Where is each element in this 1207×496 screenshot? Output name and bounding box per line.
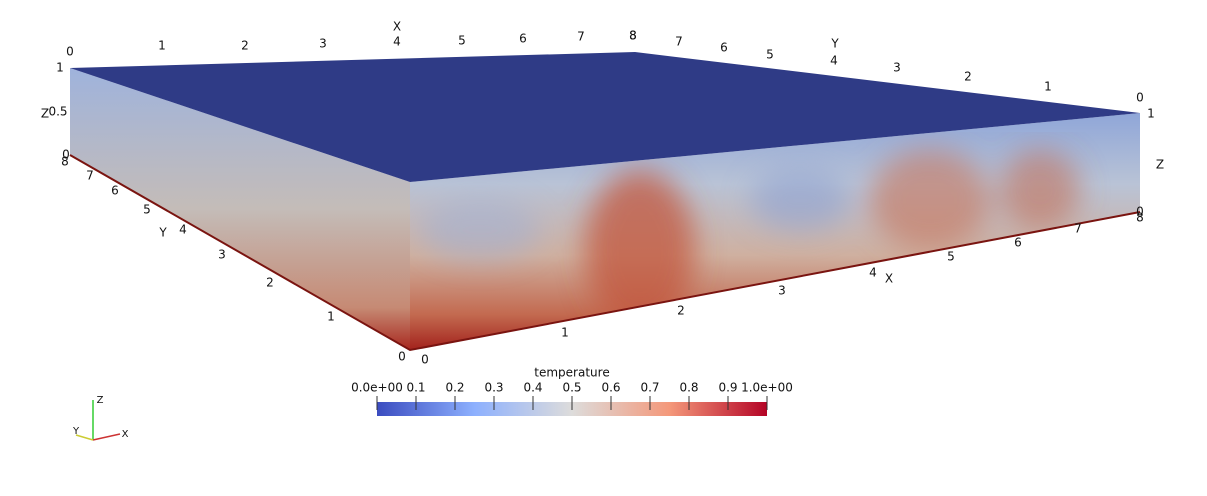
axis-label: 1 [561, 326, 569, 340]
axis-label: 4 [830, 54, 838, 68]
axis-label: 7 [577, 30, 585, 44]
left-face [70, 68, 410, 350]
colorbar-tick-label: 0.3 [484, 381, 503, 395]
axis-label: 0 [1136, 205, 1144, 219]
axis-label: 0 [62, 148, 70, 162]
axis-label: 8 [1136, 211, 1144, 225]
orientation-label: Y [72, 426, 80, 437]
axis-label: 3 [778, 284, 786, 298]
colorbar-tick-label: 0.9 [718, 381, 737, 395]
axis-label: 6 [720, 41, 728, 55]
axis-label: 6 [1014, 236, 1022, 250]
axis-label: 6 [519, 32, 527, 46]
axis-label: 2 [241, 39, 249, 53]
plumes [420, 150, 1080, 330]
axis-label: 0 [398, 350, 406, 364]
axis-label: 8 [629, 29, 637, 43]
axis-label: 1 [1044, 80, 1052, 94]
axis-label: 5 [947, 250, 955, 264]
colorbar-title: temperature [534, 366, 609, 380]
axis-title: Z [1156, 158, 1164, 172]
colorbar-tick-label: 0.2 [445, 381, 464, 395]
axis-label: 7 [675, 35, 683, 49]
axis-title: X [393, 20, 401, 34]
axis-label: 4 [179, 223, 187, 237]
axis-label: 3 [218, 248, 226, 262]
orientation-label: X [122, 429, 129, 440]
axis-label: 8 [61, 155, 69, 169]
axis-label: 0 [66, 45, 74, 59]
colorbar-tick-label: 0.0e+00 [351, 381, 403, 395]
axis-label: 1 [1147, 107, 1155, 121]
colorbar-tick-label: 0.5 [562, 381, 581, 395]
axis-label: 6 [111, 184, 119, 198]
axis-label: 4 [869, 266, 877, 280]
colorbar-tick-label: 0.4 [523, 381, 542, 395]
axis-title: Z [41, 107, 49, 121]
colorbar-tick-label: 0.7 [640, 381, 659, 395]
axis-label: 3 [893, 61, 901, 75]
axis-label: 2 [677, 304, 685, 318]
colorbar-tick-label: 0.8 [679, 381, 698, 395]
axis-label: 0 [1136, 91, 1144, 105]
top-face [70, 52, 1140, 182]
axis-title: Y [830, 37, 839, 51]
axis-label: 5 [766, 48, 774, 62]
colorbar-tick-label: 1.0e+00 [741, 381, 793, 395]
axis-label: 3 [319, 37, 327, 51]
axis-title: Y [158, 226, 167, 240]
axis-label: 1 [327, 310, 335, 324]
colorbar-tick-label: 0.1 [406, 381, 425, 395]
orientation-axes [75, 400, 121, 441]
axis-label: 4 [393, 35, 401, 49]
axis-label: 7 [86, 169, 94, 183]
axis-label: 2 [964, 70, 972, 84]
axis-label: 0 [421, 353, 429, 367]
axis-label: 2 [266, 276, 274, 290]
axis-title: X [885, 272, 893, 286]
axis-label: 1 [158, 39, 166, 53]
axis-label: 7 [1074, 222, 1082, 236]
orientation-label: Z [97, 395, 104, 406]
axis-label: 5 [458, 34, 466, 48]
axis-label: 0.5 [48, 105, 67, 119]
bottom-edge [69, 154, 1141, 352]
colorbar-tick-label: 0.6 [601, 381, 620, 395]
axis-label: 8 [629, 29, 637, 43]
axis-label: 5 [143, 203, 151, 217]
axis-label: 1 [56, 61, 64, 75]
